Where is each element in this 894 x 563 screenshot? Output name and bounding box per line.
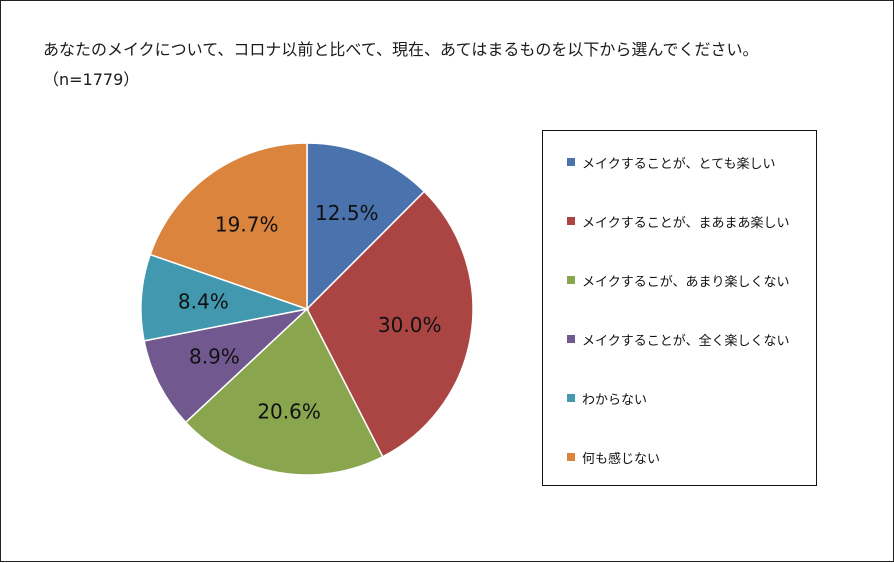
pie-slice [306,142,426,311]
legend-item: メイクするこが、あまり楽しくない [567,270,789,290]
pie-slice [149,142,308,311]
legend-swatch [567,217,575,225]
legend-label: メイクすることが、とても楽しい [582,156,776,172]
slice-value-label: 19.7% [215,212,279,236]
pie-slice [306,190,474,458]
legend-item: 何も感じない [567,447,660,467]
legend-swatch [567,335,575,343]
legend-swatch [567,394,575,402]
pie-slice [140,253,310,342]
legend-label: メイクするこが、あまり楽しくない [582,274,790,290]
pie-slice [184,307,384,476]
slice-value-label: 8.4% [178,290,229,314]
chart-title: あなたのメイクについて、コロナ以前と比べて、現在、あてはまるものを以下から選んで… [43,40,759,89]
legend-label: わからない [582,392,648,408]
legend-item: わからない [567,388,647,408]
legend-label: 何も感じない [582,451,661,467]
legend-label: メイクすることが、まあまあ楽しい [582,215,790,231]
pie-slice [143,307,310,424]
legend-swatch [567,276,575,284]
slice-value-label: 12.5% [315,201,379,225]
slice-value-label: 20.6% [257,400,321,424]
legend-label: メイクすることが、全く楽しくない [582,333,790,349]
legend-swatch [567,453,575,461]
slice-value-label: 30.0% [378,313,442,337]
legend-swatch [567,158,575,166]
legend: メイクすることが、とても楽しい メイクすることが、まあまあ楽しい メイクするこが… [542,130,817,486]
slice-value-label: 8.9% [189,344,240,368]
legend-item: メイクすることが、まあまあ楽しい [567,211,789,231]
legend-item: メイクすることが、とても楽しい [567,152,775,172]
legend-item: メイクすることが、全く楽しくない [567,329,789,349]
